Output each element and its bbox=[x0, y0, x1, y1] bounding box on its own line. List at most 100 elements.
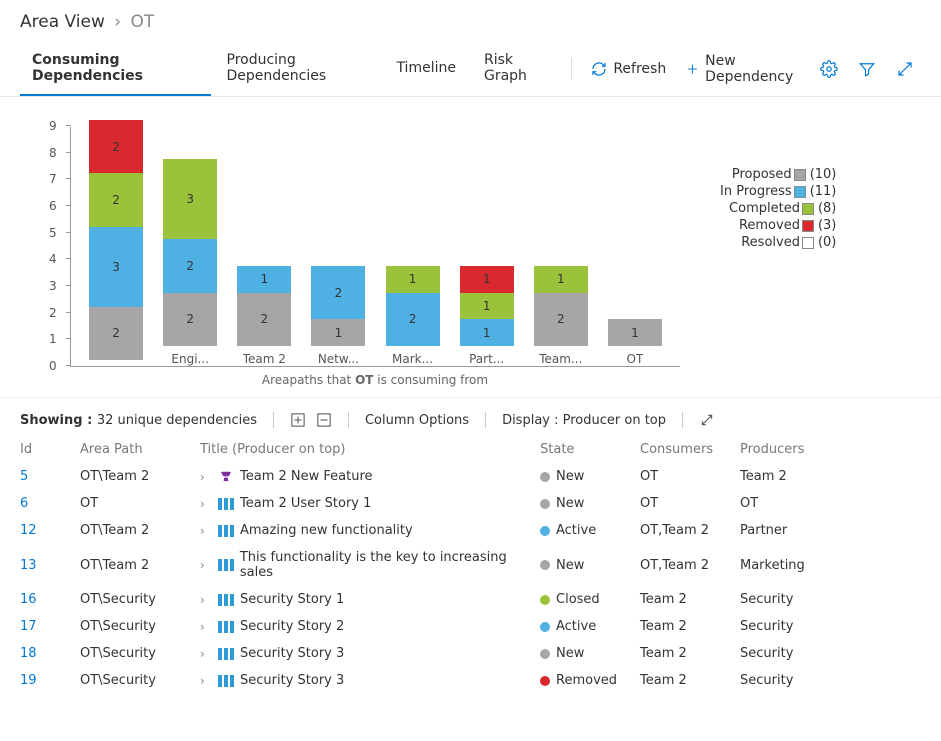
bar-column[interactable]: 223Engi... bbox=[153, 127, 227, 366]
table-row[interactable]: 16OT\Security›Security Story 1ClosedTeam… bbox=[0, 586, 941, 613]
tab-producing-dependencies[interactable]: Producing Dependencies bbox=[215, 42, 381, 96]
legend-swatch bbox=[802, 203, 814, 215]
cell-producers: Security bbox=[740, 619, 840, 634]
bar-column[interactable]: 2322Secu... bbox=[79, 127, 153, 366]
bar-segment-proposed[interactable]: 1 bbox=[311, 319, 365, 346]
collapse-all-button[interactable] bbox=[316, 412, 332, 428]
state-text: New bbox=[556, 646, 584, 661]
cell-title[interactable]: ›Security Story 3 bbox=[200, 646, 540, 661]
col-area[interactable]: Area Path bbox=[80, 442, 200, 457]
bar-segment-completed[interactable]: 2 bbox=[89, 173, 143, 226]
bar-segment-proposed[interactable]: 1 bbox=[608, 319, 662, 346]
tab-bar: Consuming DependenciesProducing Dependen… bbox=[0, 36, 941, 97]
cell-area: OT\Security bbox=[80, 646, 200, 661]
cell-title[interactable]: ›Amazing new functionality bbox=[200, 523, 540, 538]
table-row[interactable]: 12OT\Team 2›Amazing new functionalityAct… bbox=[0, 517, 941, 544]
bar-column[interactable]: 21Mark... bbox=[376, 127, 450, 366]
refresh-button[interactable]: Refresh bbox=[583, 55, 674, 83]
cell-title[interactable]: ›Security Story 1 bbox=[200, 592, 540, 607]
bar-segment-completed[interactable]: 3 bbox=[163, 159, 217, 239]
bar-segment-proposed[interactable]: 2 bbox=[163, 293, 217, 346]
table-row[interactable]: 6OT›Team 2 User Story 1NewOTOT bbox=[0, 490, 941, 517]
col-consumers[interactable]: Consumers bbox=[640, 442, 740, 457]
bar-column[interactable]: 21Team... bbox=[524, 127, 598, 366]
cell-id[interactable]: 6 bbox=[20, 496, 80, 511]
state-text: New bbox=[556, 469, 584, 484]
bar-segment-completed[interactable]: 1 bbox=[386, 266, 440, 293]
table-row[interactable]: 19OT\Security›Security Story 3RemovedTea… bbox=[0, 667, 941, 694]
bar-segment-proposed[interactable]: 2 bbox=[237, 293, 291, 346]
legend-item-proposed[interactable]: Proposed(10) bbox=[720, 167, 836, 182]
settings-button[interactable] bbox=[817, 57, 841, 81]
cell-title[interactable]: ›Team 2 User Story 1 bbox=[200, 496, 540, 511]
legend-item-removed[interactable]: Removed(3) bbox=[720, 218, 836, 233]
cell-id[interactable]: 12 bbox=[20, 523, 80, 538]
col-producers[interactable]: Producers bbox=[740, 442, 840, 457]
x-label: Engi... bbox=[171, 352, 209, 366]
bar-segment-in-progress[interactable]: 2 bbox=[163, 239, 217, 292]
filter-button[interactable] bbox=[855, 57, 879, 81]
chevron-right-icon[interactable]: › bbox=[200, 647, 212, 661]
bar-column[interactable]: 12Netw... bbox=[301, 127, 375, 366]
cell-title[interactable]: ›Security Story 3 bbox=[200, 673, 540, 688]
table-row[interactable]: 17OT\Security›Security Story 2ActiveTeam… bbox=[0, 613, 941, 640]
bar-segment-removed[interactable]: 1 bbox=[460, 266, 514, 293]
expand-table-button[interactable] bbox=[699, 412, 715, 428]
bar-column[interactable]: 21Team 2 bbox=[227, 127, 301, 366]
bar-segment-in-progress[interactable]: 2 bbox=[386, 293, 440, 346]
bar-segment-in-progress[interactable]: 1 bbox=[460, 319, 514, 346]
expand-all-icon bbox=[291, 413, 305, 427]
chevron-right-icon[interactable]: › bbox=[200, 524, 212, 538]
bar-segment-proposed[interactable]: 2 bbox=[534, 293, 588, 346]
tab-timeline[interactable]: Timeline bbox=[384, 50, 468, 88]
display-mode[interactable]: Display : Producer on top bbox=[502, 413, 666, 428]
col-title[interactable]: Title (Producer on top) bbox=[200, 442, 540, 457]
bar-segment-in-progress[interactable]: 1 bbox=[237, 266, 291, 293]
table-row[interactable]: 18OT\Security›Security Story 3NewTeam 2S… bbox=[0, 640, 941, 667]
chevron-right-icon[interactable]: › bbox=[200, 497, 212, 511]
new-dependency-button[interactable]: New Dependency bbox=[678, 47, 813, 91]
cell-id[interactable]: 19 bbox=[20, 673, 80, 688]
cell-title[interactable]: ›Team 2 New Feature bbox=[200, 469, 540, 484]
cell-producers: Security bbox=[740, 673, 840, 688]
cell-id[interactable]: 13 bbox=[20, 558, 80, 573]
cell-id[interactable]: 17 bbox=[20, 619, 80, 634]
cell-id[interactable]: 18 bbox=[20, 646, 80, 661]
chart-xtitle: Areapaths that OT is consuming from bbox=[70, 373, 680, 387]
cell-state: Active bbox=[540, 523, 640, 538]
legend-item-resolved[interactable]: Resolved(0) bbox=[720, 235, 836, 250]
chevron-right-icon[interactable]: › bbox=[200, 593, 212, 607]
bar-column[interactable]: 1OT bbox=[598, 127, 672, 366]
cell-id[interactable]: 16 bbox=[20, 592, 80, 607]
bar-segment-completed[interactable]: 1 bbox=[460, 293, 514, 320]
table-row[interactable]: 13OT\Team 2›This functionality is the ke… bbox=[0, 544, 941, 586]
cell-id[interactable]: 5 bbox=[20, 469, 80, 484]
state-dot-icon bbox=[540, 526, 550, 536]
tab-consuming-dependencies[interactable]: Consuming Dependencies bbox=[20, 42, 211, 96]
column-options-button[interactable]: Column Options bbox=[365, 413, 469, 428]
cell-title[interactable]: ›Security Story 2 bbox=[200, 619, 540, 634]
col-id[interactable]: Id bbox=[20, 442, 80, 457]
legend-item-in-progress[interactable]: In Progress(11) bbox=[720, 184, 836, 199]
cell-state: New bbox=[540, 469, 640, 484]
bar-column[interactable]: 111Part... bbox=[450, 127, 524, 366]
fullscreen-button[interactable] bbox=[893, 57, 917, 81]
bar-segment-completed[interactable]: 1 bbox=[534, 266, 588, 293]
breadcrumb-root[interactable]: Area View bbox=[20, 12, 105, 32]
bar-segment-proposed[interactable]: 2 bbox=[89, 307, 143, 360]
legend-count: (8) bbox=[818, 201, 836, 216]
bar-segment-in-progress[interactable]: 2 bbox=[311, 266, 365, 319]
bar-segment-in-progress[interactable]: 3 bbox=[89, 227, 143, 307]
expand-all-button[interactable] bbox=[290, 412, 306, 428]
legend-item-completed[interactable]: Completed(8) bbox=[720, 201, 836, 216]
cell-title[interactable]: ›This functionality is the key to increa… bbox=[200, 550, 540, 580]
showing-prefix: Showing : bbox=[20, 413, 97, 428]
chevron-right-icon[interactable]: › bbox=[200, 470, 212, 484]
bar-segment-removed[interactable]: 2 bbox=[89, 120, 143, 173]
chevron-right-icon[interactable]: › bbox=[200, 620, 212, 634]
chevron-right-icon[interactable]: › bbox=[200, 558, 212, 572]
chevron-right-icon[interactable]: › bbox=[200, 674, 212, 688]
table-row[interactable]: 5OT\Team 2›Team 2 New FeatureNewOTTeam 2 bbox=[0, 463, 941, 490]
col-state[interactable]: State bbox=[540, 442, 640, 457]
tab-risk-graph[interactable]: Risk Graph bbox=[472, 42, 559, 96]
